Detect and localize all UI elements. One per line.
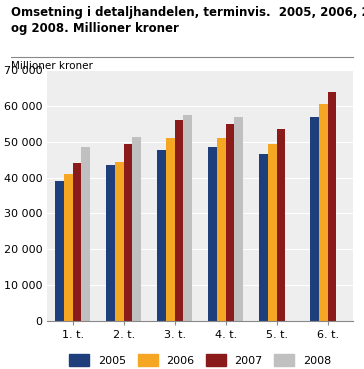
Bar <box>106 165 115 321</box>
Text: Millioner kroner: Millioner kroner <box>11 61 93 71</box>
Bar <box>183 115 192 321</box>
Bar <box>55 181 64 321</box>
Bar <box>310 117 319 321</box>
Bar <box>82 147 90 321</box>
Bar <box>157 150 166 321</box>
Bar <box>259 154 268 321</box>
Bar <box>268 144 277 321</box>
Bar <box>226 124 234 321</box>
Bar <box>217 138 226 321</box>
Bar <box>234 117 243 321</box>
Bar <box>132 138 141 321</box>
Bar <box>115 162 124 321</box>
Bar <box>277 129 285 321</box>
Bar <box>319 104 328 321</box>
Legend: 2005, 2006, 2007, 2008: 2005, 2006, 2007, 2008 <box>70 354 331 366</box>
Bar <box>64 174 73 321</box>
Bar <box>328 92 336 321</box>
Bar <box>166 138 175 321</box>
Text: Omsetning i detaljhandelen, terminvis.  2005, 2006, 2007
og 2008. Millioner kron: Omsetning i detaljhandelen, terminvis. 2… <box>11 6 364 35</box>
Bar <box>208 147 217 321</box>
Bar <box>73 163 82 321</box>
Bar <box>175 120 183 321</box>
Bar <box>124 144 132 321</box>
